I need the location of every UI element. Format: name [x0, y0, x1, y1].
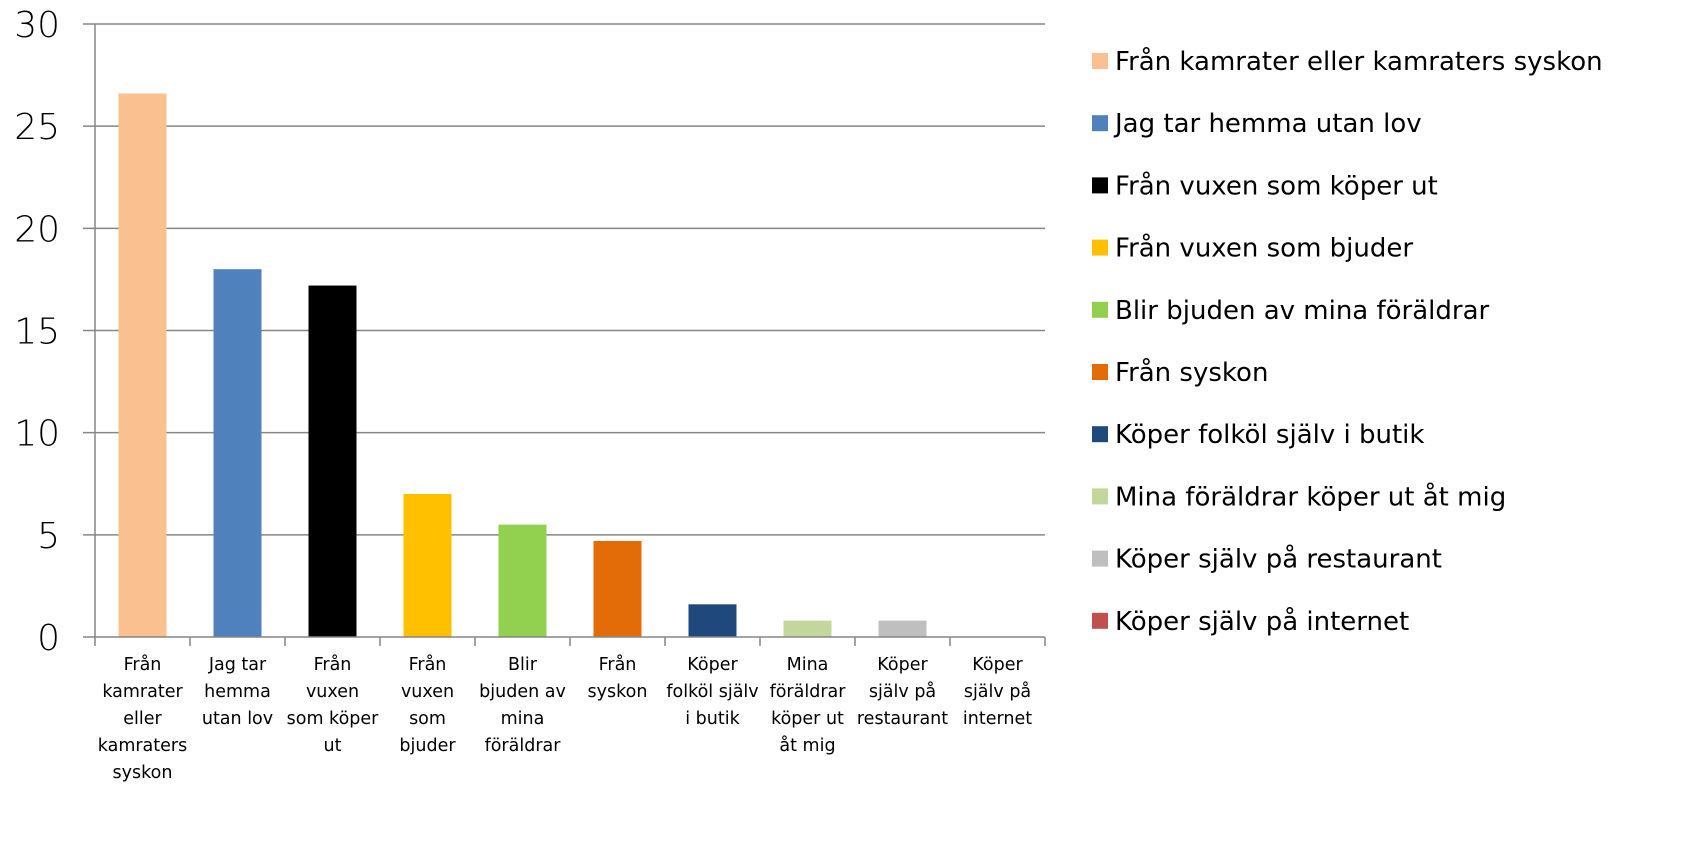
- y-tick-label: 25: [14, 107, 60, 148]
- legend-swatch: [1092, 426, 1108, 443]
- x-tick-label-line: föräldrar: [485, 736, 562, 756]
- legend-label: Köper själv på restaurant: [1115, 544, 1442, 575]
- legend-label: Mina föräldrar köper ut åt mig: [1115, 481, 1506, 512]
- x-tick-label-line: Blir: [508, 655, 538, 675]
- x-tick-label-line: Från: [314, 654, 352, 675]
- y-tick-label: 0: [37, 618, 60, 659]
- x-tick-label-line: köper ut: [771, 709, 844, 729]
- legend-swatch: [1092, 612, 1108, 629]
- legend-swatch: [1092, 239, 1108, 256]
- legend-label: Köper själv på internet: [1115, 606, 1409, 637]
- bar-9: [878, 620, 927, 637]
- legend-swatch: [1092, 53, 1108, 69]
- x-tick-label-line: Jag tar: [208, 655, 267, 675]
- x-tick-label-line: kamraters: [98, 736, 187, 756]
- x-tick-label-line: kamrater: [102, 682, 183, 702]
- bar-4: [403, 493, 452, 637]
- legend-label: Från kamrater eller kamraters syskon: [1115, 46, 1603, 77]
- x-tick-label: Köper folköl själv i butik: [666, 655, 758, 729]
- x-tick-label-line: internet: [963, 709, 1032, 729]
- x-tick-label-line: Från: [599, 654, 637, 675]
- x-tick-label-line: Köper: [687, 655, 738, 675]
- x-tick-label-line: vuxen: [306, 682, 359, 702]
- x-tick-label-line: själv på: [964, 681, 1031, 702]
- y-tick-label: 10: [14, 414, 60, 455]
- legend-label: Blir bjuden av mina föräldrar: [1115, 296, 1490, 326]
- bar-6: [593, 540, 642, 637]
- legend-swatch: [1092, 115, 1108, 132]
- legend-swatch: [1092, 488, 1108, 505]
- y-tick-label: 5: [37, 516, 60, 557]
- x-tick-label-line: åt mig: [779, 735, 835, 756]
- bar-2: [213, 269, 262, 637]
- x-tick-label: Köper själv på restaurant: [857, 655, 948, 729]
- bar-5: [498, 524, 547, 637]
- x-tick-label-line: i butik: [685, 709, 740, 729]
- bar-3: [308, 285, 357, 637]
- legend-label: Från syskon: [1115, 357, 1268, 388]
- bars: [118, 93, 927, 638]
- x-tick-label-line: föräldrar: [770, 682, 847, 702]
- x-tick-label-line: restaurant: [857, 709, 948, 729]
- x-tick-label-line: eller: [123, 709, 162, 729]
- bar-8: [783, 620, 832, 637]
- legend-label: Från vuxen som köper ut: [1115, 170, 1438, 201]
- x-tick-label-line: Mina: [787, 655, 829, 675]
- x-tick-label-line: mina: [501, 709, 545, 729]
- bar-7: [688, 604, 737, 637]
- legend-label: Köper folköl själv i butik: [1115, 420, 1424, 450]
- legend-swatch: [1092, 177, 1108, 194]
- legend-swatch: [1092, 364, 1108, 380]
- legend: Från kamrater eller kamraters syskon Jag …: [1092, 46, 1603, 637]
- x-tick-label-line: folköl själv: [666, 682, 758, 702]
- x-tick-label-line: bjuden av: [479, 682, 566, 702]
- bar-1: [118, 93, 167, 638]
- legend-swatch: [1092, 301, 1108, 318]
- x-tick-label-line: Från: [409, 654, 447, 675]
- x-tick-label: Köper själv på internet: [963, 655, 1032, 729]
- x-tick-label: Från kamrater eller kamraters syskon: [98, 654, 187, 783]
- x-tick-label-line: själv på: [869, 681, 936, 702]
- y-tick-label: 15: [14, 312, 60, 353]
- x-tick-label: Från vuxen som bjuder: [399, 654, 456, 756]
- x-tick-label-line: vuxen: [401, 682, 454, 702]
- x-tick-label: Jag tar hemma utan lov: [202, 655, 273, 729]
- x-tick-label-line: Från: [124, 654, 162, 675]
- y-tick-label: 20: [14, 209, 60, 250]
- x-tick-label-line: Köper: [972, 655, 1023, 675]
- x-tick-label-line: hemma: [204, 682, 271, 702]
- x-tick-label-line: utan lov: [202, 709, 273, 729]
- x-tick-label: Mina föräldrar köper ut åt mig: [770, 655, 847, 756]
- x-tick-label-line: ut: [324, 736, 342, 756]
- x-tick-label-line: Köper: [877, 655, 928, 675]
- axes: [83, 24, 1046, 646]
- y-tick-label: 30: [14, 5, 60, 46]
- legend-label: Jag tar hemma utan lov: [1113, 109, 1422, 139]
- x-tick-label-line: syskon: [588, 682, 648, 702]
- y-tick-labels: 0 5 10 15 20 25 30: [14, 5, 60, 659]
- x-tick-label: Från syskon: [588, 654, 648, 702]
- legend-swatch: [1092, 550, 1108, 567]
- x-tick-label-line: bjuder: [399, 736, 456, 756]
- x-tick-label: Från vuxen som köper ut: [287, 654, 380, 756]
- legend-label: Från vuxen som bjuder: [1115, 233, 1413, 264]
- x-tick-label-line: som köper: [287, 709, 380, 729]
- x-tick-label: Blir bjuden av mina föräldrar: [479, 655, 566, 756]
- x-tick-labels: Från kamrater eller kamraters syskon Jag tar h…: [98, 654, 1032, 783]
- x-tick-label-line: som: [409, 709, 446, 729]
- x-tick-label-line: syskon: [113, 763, 173, 783]
